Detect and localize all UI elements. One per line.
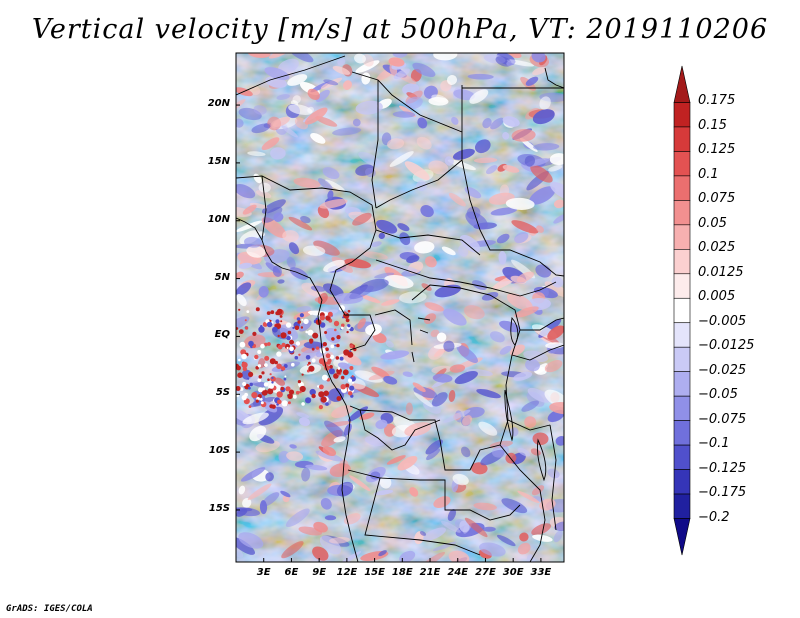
lon-label-30e: 30E: [502, 567, 524, 578]
lat-label-eq: EQ: [214, 329, 230, 341]
lon-label-3e: 3E: [256, 567, 271, 578]
colorbar-segment: [673, 273, 691, 299]
velocity-field: [236, 53, 564, 562]
colorbar-segment: [673, 371, 691, 397]
colorbar-label: 0.1: [698, 166, 719, 182]
colorbar-segment: [673, 65, 691, 103]
colorbar-segment: [673, 444, 691, 470]
colorbar-segment: [673, 395, 691, 421]
lon-label-15e: 15E: [364, 567, 385, 578]
colorbar-label: −0.025: [698, 362, 747, 378]
lon-label-24e: 24E: [447, 567, 469, 578]
credit-text: GrADS: IGES/COLA: [6, 604, 93, 614]
map-frame: [235, 52, 565, 563]
colorbar-segment: [673, 249, 691, 275]
colorbar-segment: [673, 518, 691, 556]
colorbar-label: 0.0125: [698, 264, 744, 280]
colorbar-segment: [673, 151, 691, 177]
lat-label-20n: 20N: [207, 98, 230, 110]
colorbar-segment: [673, 346, 691, 372]
colorbar-label: 0.05: [698, 215, 727, 231]
lat-label-10s: 10S: [208, 445, 230, 457]
colorbar-segment: [673, 493, 691, 519]
colorbar-label: 0.075: [698, 191, 736, 207]
colorbar-label: −0.005: [698, 313, 747, 329]
colorbar-label: −0.05: [698, 387, 738, 403]
lon-label-27e: 27E: [475, 567, 496, 578]
colorbar-label: −0.075: [698, 411, 747, 427]
colorbar-label: −0.1: [698, 436, 730, 452]
lon-label-33e: 33E: [530, 567, 552, 578]
colorbar-label: 0.175: [698, 93, 736, 109]
colorbar: [673, 65, 691, 556]
colorbar-label: 0.125: [698, 142, 736, 158]
lat-label-15n: 15N: [207, 155, 230, 167]
colorbar-segment: [673, 102, 691, 128]
colorbar-label: 0.005: [698, 289, 736, 305]
lon-label-12e: 12E: [336, 567, 358, 578]
lat-label-5n: 5N: [214, 271, 230, 283]
colorbar-segment: [673, 469, 691, 495]
colorbar-label: 0.025: [698, 240, 736, 256]
country-borders: [236, 55, 564, 562]
colorbar-segment: [673, 126, 691, 152]
colorbar-segment: [673, 224, 691, 250]
colorbar-segment: [673, 175, 691, 201]
lon-label-6e: 6E: [284, 567, 299, 578]
colorbar-label: −0.175: [698, 485, 747, 501]
colorbar-segment: [673, 200, 691, 226]
colorbar-label: −0.2: [698, 509, 730, 525]
colorbar-label: 0.15: [698, 117, 727, 133]
colorbar-segment: [673, 322, 691, 348]
colorbar-label: −0.0125: [698, 338, 755, 354]
lon-label-9e: 9E: [312, 567, 327, 578]
lat-label-15s: 15S: [208, 502, 230, 514]
lon-label-21e: 21E: [419, 567, 441, 578]
colorbar-label: −0.125: [698, 460, 747, 476]
colorbar-segment: [673, 420, 691, 446]
map-title: Vertical velocity [m/s] at 500hPa, VT: 2…: [31, 14, 769, 45]
lon-label-18e: 18E: [391, 567, 413, 578]
colorbar-segment: [673, 297, 691, 324]
lat-label-5s: 5S: [215, 387, 230, 399]
lat-label-10n: 10N: [207, 213, 230, 225]
